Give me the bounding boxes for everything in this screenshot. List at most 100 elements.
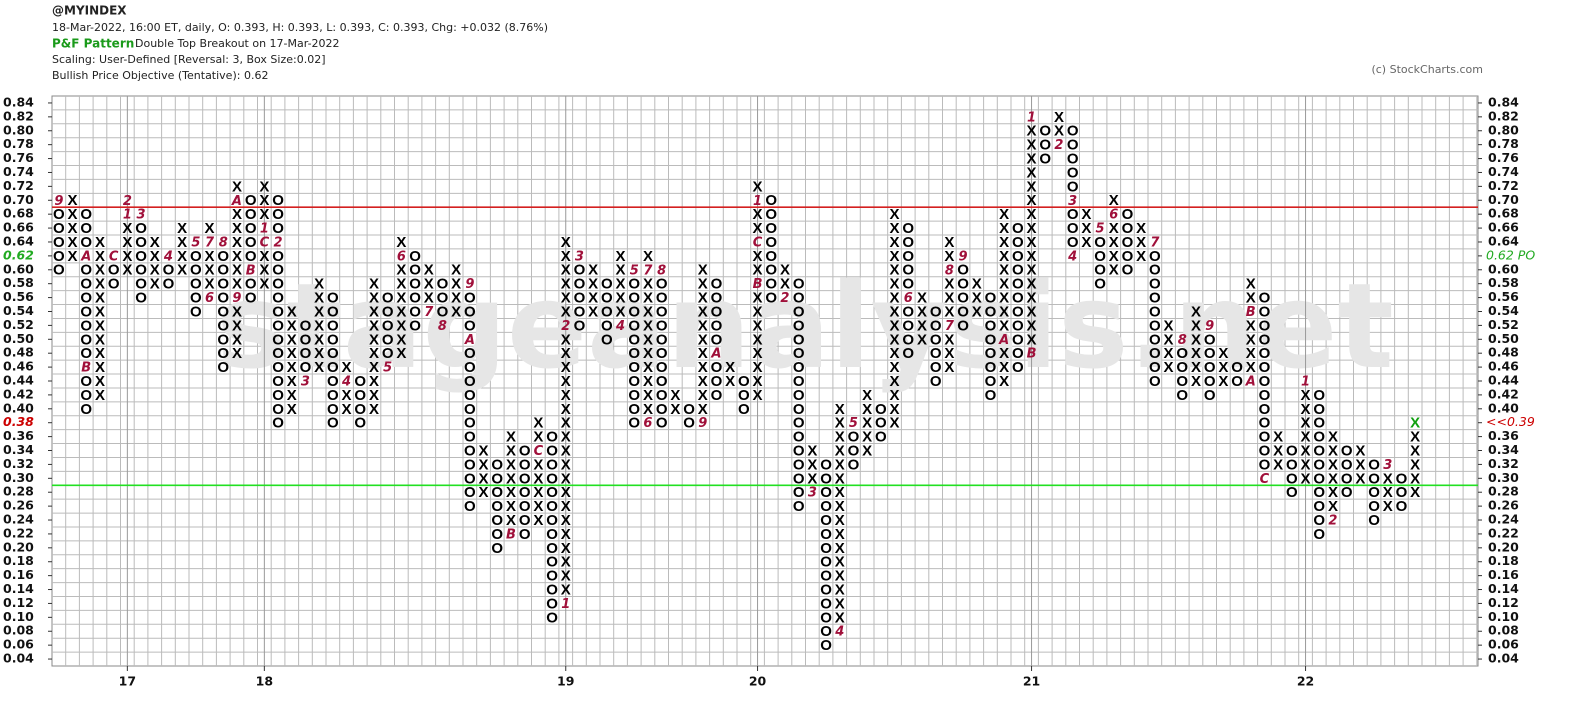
o-box: O (1313, 498, 1325, 515)
x-box: X (232, 178, 242, 195)
x-box: X (999, 234, 1009, 251)
o-box: O (1039, 137, 1051, 154)
o-box: O (217, 331, 229, 348)
y-tick-label: 0.18 (3, 553, 34, 568)
month-marker: 1 (561, 597, 570, 612)
o-box: O (546, 582, 558, 599)
y-tick-label: 0.08 (3, 623, 34, 638)
o-box: O (217, 303, 229, 320)
x-box: X (1218, 345, 1228, 362)
x-box: X (561, 401, 571, 418)
x-box: X (835, 470, 845, 487)
o-box: O (1368, 456, 1380, 473)
o-box: O (1259, 415, 1271, 432)
o-box: O (1204, 345, 1216, 362)
x-box: X (917, 317, 927, 334)
x-box: X (890, 415, 900, 432)
y-tick-label-right: 0.18 (1488, 553, 1519, 568)
o-box: O (985, 359, 997, 376)
x-box: X (369, 290, 379, 307)
x-box: X (807, 470, 817, 487)
o-box: O (1176, 345, 1188, 362)
month-marker: 2 (1054, 138, 1063, 153)
x-box: X (972, 303, 982, 320)
x-box: X (369, 345, 379, 362)
y-tick-label: 0.24 (3, 512, 34, 527)
o-box: O (519, 512, 531, 529)
o-box: O (711, 317, 723, 334)
o-box: O (327, 345, 339, 362)
o-box: O (80, 331, 92, 348)
month-marker: B (1027, 347, 1037, 362)
column: XX (1054, 109, 1064, 140)
x-box: X (1027, 303, 1037, 320)
o-box: O (327, 387, 339, 404)
o-box: O (656, 401, 668, 418)
o-box: O (738, 387, 750, 404)
month-marker: B (753, 277, 763, 292)
month-marker: 9 (232, 291, 241, 306)
o-box: O (190, 276, 202, 293)
o-box: O (793, 290, 805, 307)
o-box: O (1094, 276, 1106, 293)
month-marker: C (753, 235, 763, 250)
o-box: O (793, 359, 805, 376)
o-box: O (1259, 456, 1271, 473)
o-box: O (300, 317, 312, 334)
objective: Bullish Price Objective (Tentative): 0.6… (52, 69, 268, 82)
o-box: O (711, 303, 723, 320)
o-box: O (163, 262, 175, 279)
o-box: O (1012, 317, 1024, 334)
x-box: X (314, 290, 324, 307)
o-box: O (793, 442, 805, 459)
x-box: X (944, 331, 954, 348)
o-box: O (875, 415, 887, 432)
x-box: X (835, 442, 845, 459)
o-box: O (985, 317, 997, 334)
x-box: X (698, 303, 708, 320)
o-box: O (738, 401, 750, 418)
o-box: O (53, 262, 65, 279)
month-marker: 1 (1301, 375, 1310, 390)
o-box: O (80, 220, 92, 237)
x-box: X (177, 234, 187, 251)
x-box: X (369, 317, 379, 334)
x-box: X (1410, 470, 1420, 487)
x-box: X (95, 276, 105, 293)
month-marker: 6 (205, 291, 214, 306)
month-marker: 3 (301, 375, 310, 390)
x-box: X (862, 415, 872, 432)
x-box: X (287, 373, 297, 390)
o-box: O (1176, 359, 1188, 376)
column: OO (108, 262, 120, 293)
x-box: X (506, 498, 516, 515)
x-box: X (1027, 262, 1037, 279)
x-box: X (643, 401, 653, 418)
x-box: X (643, 359, 653, 376)
month-marker: C (109, 249, 119, 264)
y-tick-label: 0.14 (3, 581, 34, 596)
y-tick-label: 0.82 (3, 108, 34, 123)
o-box: O (190, 248, 202, 265)
column: XXX (1136, 220, 1146, 265)
x-box: X (670, 387, 680, 404)
x-box: X (753, 206, 763, 223)
x-box: X (259, 276, 269, 293)
x-box: X (862, 442, 872, 459)
x-box: X (232, 248, 242, 265)
x-box: X (944, 345, 954, 362)
y-tick-label-right: 0.82 (1488, 108, 1519, 123)
o-box: O (382, 317, 394, 334)
o-box: O (491, 456, 503, 473)
x-box: X (561, 582, 571, 599)
quote: 18-Mar-2022, 16:00 ET, daily, O: 0.393, … (52, 21, 548, 34)
month-marker: 5 (630, 263, 639, 278)
o-box: O (327, 359, 339, 376)
